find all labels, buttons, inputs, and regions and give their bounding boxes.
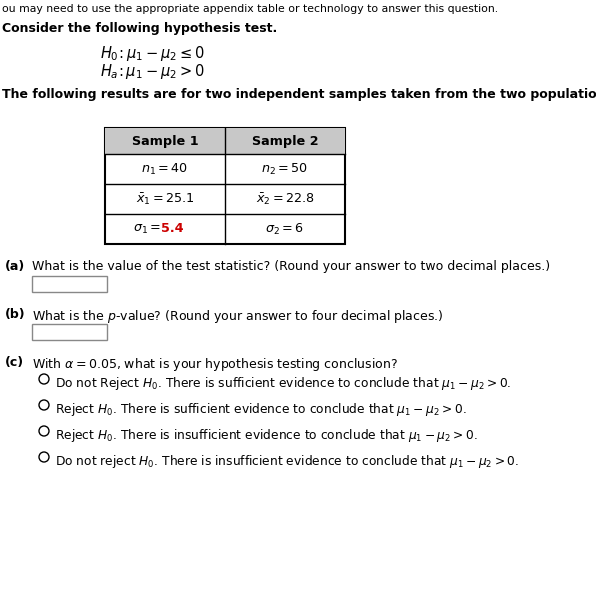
Text: $n_1 = 40$: $n_1 = 40$ — [141, 162, 188, 176]
Text: Do not Reject $H_0$. There is sufficient evidence to conclude that $\mu_1 - \mu_: Do not Reject $H_0$. There is sufficient… — [55, 375, 511, 392]
Text: ou may need to use the appropriate appendix table or technology to answer this q: ou may need to use the appropriate appen… — [2, 4, 498, 14]
Text: (b): (b) — [5, 308, 26, 321]
Text: Reject $H_0$. There is sufficient evidence to conclude that $\mu_1 - \mu_2 > 0$.: Reject $H_0$. There is sufficient eviden… — [55, 401, 467, 418]
Circle shape — [39, 452, 49, 462]
Text: Do not reject $H_0$. There is insufficient evidence to conclude that $\mu_1 - \m: Do not reject $H_0$. There is insufficie… — [55, 453, 519, 470]
Text: $\sigma_2 = 6$: $\sigma_2 = 6$ — [265, 222, 305, 237]
Circle shape — [39, 400, 49, 410]
Text: The following results are for two independent samples taken from the two populat: The following results are for two indepe… — [2, 88, 596, 101]
Bar — [32, 324, 107, 340]
Text: $\sigma_1 = $: $\sigma_1 = $ — [133, 222, 161, 236]
Text: Consider the following hypothesis test.: Consider the following hypothesis test. — [2, 22, 277, 35]
Text: Reject $H_0$. There is insufficient evidence to conclude that $\mu_1 - \mu_2 > 0: Reject $H_0$. There is insufficient evid… — [55, 427, 478, 444]
Circle shape — [39, 426, 49, 436]
Bar — [105, 128, 345, 244]
Text: What is the $p$-value? (Round your answer to four decimal places.): What is the $p$-value? (Round your answe… — [32, 308, 443, 325]
Text: $\bar{x}_1 = 25.1$: $\bar{x}_1 = 25.1$ — [135, 191, 194, 207]
Text: Sample 2: Sample 2 — [252, 135, 318, 147]
Text: Sample 1: Sample 1 — [132, 135, 198, 147]
Bar — [32, 276, 107, 292]
Text: $\bar{x}_2 = 22.8$: $\bar{x}_2 = 22.8$ — [256, 191, 315, 207]
Text: 5.4: 5.4 — [161, 223, 184, 236]
Text: With $\alpha = 0.05$, what is your hypothesis testing conclusion?: With $\alpha = 0.05$, what is your hypot… — [32, 356, 398, 373]
Circle shape — [39, 374, 49, 384]
Text: What is the value of the test statistic? (Round your answer to two decimal place: What is the value of the test statistic?… — [32, 260, 550, 273]
Text: (c): (c) — [5, 356, 24, 369]
Bar — [105, 128, 345, 154]
Text: $n_2 = 50$: $n_2 = 50$ — [262, 162, 309, 176]
Text: (a): (a) — [5, 260, 25, 273]
Text: $H_0\!: \mu_1 - \mu_2 \leq 0$: $H_0\!: \mu_1 - \mu_2 \leq 0$ — [100, 44, 205, 63]
Text: $H_a\!: \mu_1 - \mu_2 > 0$: $H_a\!: \mu_1 - \mu_2 > 0$ — [100, 62, 205, 81]
